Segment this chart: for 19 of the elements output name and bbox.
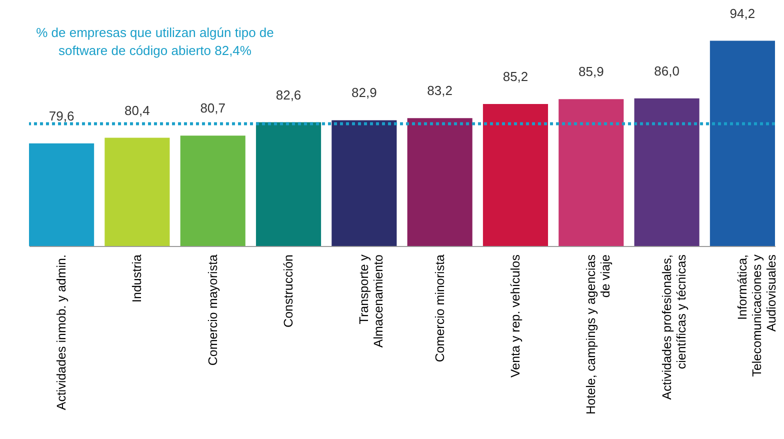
x-tick-label: Construcción: [282, 254, 296, 328]
data-label: 80,7: [200, 100, 226, 116]
ref-line-label: % de empresas que utilizan algún tipo de software de código abierto 82,4%: [36, 25, 274, 58]
data-label: 86,0: [654, 63, 680, 78]
data-label: 85,9: [578, 64, 604, 80]
data-label: 83,2: [427, 83, 452, 98]
data-label: 85,2: [502, 69, 528, 84]
x-tick-label: Hotele, campings y agencias de viaje: [584, 254, 613, 414]
x-tick-label: Actividades inmob. y admin.: [54, 254, 69, 410]
x-tick-label: Comercio mayorista: [206, 254, 220, 366]
data-label: 80,4: [124, 102, 150, 118]
x-tick-label: Venta y rep. vehículos: [508, 254, 522, 378]
data-label: 79,6: [48, 108, 74, 124]
data-label: 82,6: [276, 87, 302, 102]
x-tick-label: Industria: [130, 254, 144, 302]
x-tick-label: Comercio minorista: [432, 254, 447, 362]
data-label: 82,9: [352, 85, 377, 100]
data-label: 94,2: [730, 6, 756, 21]
x-tick-label: Transporte y Almacenamiento: [357, 254, 386, 348]
